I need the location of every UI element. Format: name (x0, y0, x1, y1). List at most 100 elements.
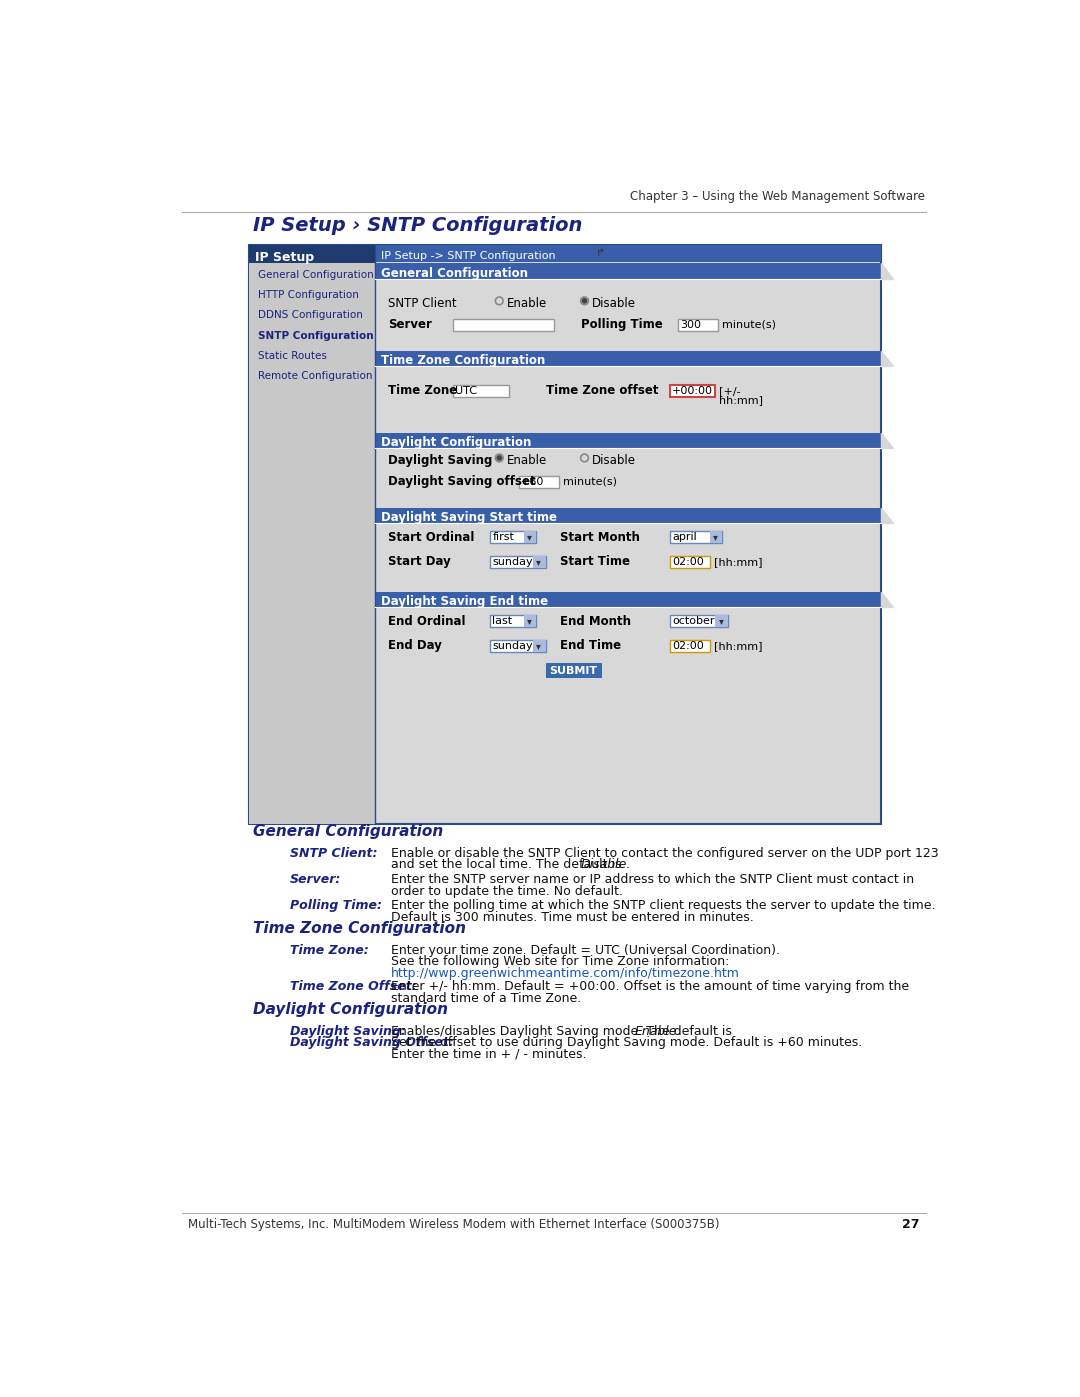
Text: standard time of a Time Zone.: standard time of a Time Zone. (391, 992, 581, 1004)
Text: End Month: End Month (559, 615, 631, 627)
Text: [hh:mm]: [hh:mm] (714, 557, 762, 567)
Text: Time Zone:: Time Zone: (291, 944, 368, 957)
Bar (490, 556, 545, 569)
Text: [+/-: [+/- (718, 386, 740, 395)
Text: 27: 27 (902, 1218, 919, 1231)
Text: Daylight Saving Offset:: Daylight Saving Offset: (291, 1037, 454, 1049)
Text: and set the local time. The default is: and set the local time. The default is (391, 858, 625, 872)
Text: 02:00: 02:00 (672, 557, 704, 567)
Text: minute(s): minute(s) (723, 320, 777, 330)
Text: Time Zone Configuration: Time Zone Configuration (381, 355, 545, 367)
Bar (677, 319, 718, 331)
Text: first: first (492, 532, 514, 542)
Bar (375, 351, 881, 366)
Bar (248, 244, 375, 824)
Text: Enter your time zone. Default = UTC (Universal Coordination).: Enter your time zone. Default = UTC (Uni… (391, 944, 780, 957)
Text: Remote Configuration: Remote Configuration (258, 370, 373, 380)
Text: SNTP Configuration: SNTP Configuration (258, 331, 374, 341)
Polygon shape (881, 509, 893, 524)
Text: See the following Web site for Time Zone information:: See the following Web site for Time Zone… (391, 956, 729, 968)
Text: ▾: ▾ (537, 641, 541, 651)
Text: General Configuration: General Configuration (258, 271, 374, 281)
Text: IP Setup › SNTP Configuration: IP Setup › SNTP Configuration (253, 217, 582, 236)
Text: Enter the polling time at which the SNTP client requests the server to update th: Enter the polling time at which the SNTP… (391, 900, 935, 912)
Bar (545, 662, 602, 678)
Text: last: last (492, 616, 512, 626)
Text: ▾: ▾ (713, 532, 718, 542)
Text: Time Zone: Time Zone (388, 384, 457, 397)
Text: HTTP Configuration: HTTP Configuration (258, 291, 359, 300)
Text: Daylight Saving offset: Daylight Saving offset (388, 475, 536, 489)
Bar (453, 319, 554, 331)
Bar (375, 592, 881, 608)
Text: DDNS Configuration: DDNS Configuration (258, 310, 363, 320)
Text: Enter +/- hh:mm. Default = +00:00. Offset is the amount of time varying from the: Enter +/- hh:mm. Default = +00:00. Offse… (391, 979, 909, 993)
Text: Daylight Configuration: Daylight Configuration (381, 436, 531, 448)
Bar (375, 244, 881, 261)
Bar (710, 531, 723, 543)
Polygon shape (881, 592, 893, 608)
Bar (534, 556, 545, 569)
Bar (670, 384, 715, 397)
Text: End Day: End Day (388, 640, 442, 652)
Text: Static Routes: Static Routes (258, 351, 327, 360)
Bar (490, 615, 537, 627)
Text: General Configuration: General Configuration (381, 267, 528, 279)
Text: Disable.: Disable. (581, 858, 631, 872)
Text: Time Zone Configuration: Time Zone Configuration (253, 921, 465, 936)
Bar (715, 615, 728, 627)
Text: Daylight Saving Start time: Daylight Saving Start time (381, 511, 557, 524)
Text: minute(s): minute(s) (563, 476, 617, 486)
Text: UTC: UTC (455, 386, 477, 395)
Text: ▾: ▾ (527, 532, 532, 542)
Bar (375, 263, 881, 278)
Text: april: april (672, 532, 697, 542)
Text: [hh:mm]: [hh:mm] (714, 641, 762, 651)
Text: ▾: ▾ (527, 616, 532, 626)
Bar (670, 556, 710, 569)
Text: ▾: ▾ (537, 557, 541, 567)
Text: Enable.: Enable. (635, 1024, 681, 1038)
Text: Time Zone offset: Time Zone offset (545, 384, 658, 397)
Text: Daylight Saving: Daylight Saving (388, 454, 492, 467)
Text: ▾: ▾ (718, 616, 724, 626)
Polygon shape (881, 351, 893, 366)
Text: IP Setup: IP Setup (255, 251, 314, 264)
Text: Enter the SNTP server name or IP address to which the SNTP Client must contact i: Enter the SNTP server name or IP address… (391, 873, 914, 886)
Text: Start Day: Start Day (388, 556, 450, 569)
Circle shape (582, 299, 586, 303)
Bar (524, 531, 537, 543)
Text: +60: +60 (521, 476, 544, 486)
Bar (375, 433, 881, 448)
Text: Polling Time:: Polling Time: (291, 900, 382, 912)
Bar (670, 615, 728, 627)
Text: Enables/disables Daylight Saving mode. The default is: Enables/disables Daylight Saving mode. T… (391, 1024, 735, 1038)
Text: End Ordinal: End Ordinal (388, 615, 465, 627)
Bar (490, 640, 545, 652)
Text: 02:00: 02:00 (672, 641, 704, 651)
Bar (670, 640, 710, 652)
Text: Daylight Saving:: Daylight Saving: (291, 1024, 406, 1038)
Text: +00:00: +00:00 (672, 386, 713, 395)
Text: Start Month: Start Month (559, 531, 639, 543)
Text: SUBMIT: SUBMIT (550, 666, 597, 676)
Text: order to update the time. No default.: order to update the time. No default. (391, 884, 623, 897)
Text: ↱: ↱ (596, 249, 606, 258)
Text: Enable: Enable (507, 454, 548, 467)
Text: SNTP Client:: SNTP Client: (291, 847, 378, 859)
Text: Disable: Disable (592, 454, 636, 467)
Text: Daylight Configuration: Daylight Configuration (253, 1002, 448, 1017)
Bar (524, 615, 537, 627)
Polygon shape (881, 263, 893, 278)
Text: Time Zone Offset:: Time Zone Offset: (291, 979, 417, 993)
Text: Start Time: Start Time (559, 556, 630, 569)
Text: Multi-Tech Systems, Inc. MultiModem Wireless Modem with Ethernet Interface (S000: Multi-Tech Systems, Inc. MultiModem Wire… (188, 1218, 719, 1231)
Text: Chapter 3 – Using the Web Management Software: Chapter 3 – Using the Web Management Sof… (631, 190, 926, 203)
Bar (670, 531, 723, 543)
Bar (248, 244, 375, 263)
Text: 300: 300 (679, 320, 701, 330)
Text: General Configuration: General Configuration (253, 824, 443, 840)
Text: Server:: Server: (291, 873, 341, 886)
Text: Polling Time: Polling Time (581, 319, 662, 331)
Text: End Time: End Time (559, 640, 621, 652)
